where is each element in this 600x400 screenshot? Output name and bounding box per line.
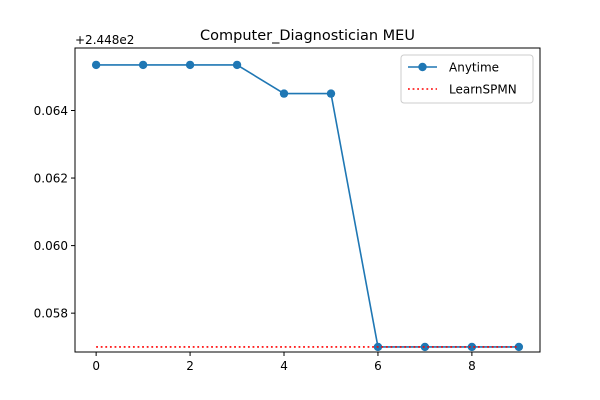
x-tick-label: 4: [280, 359, 288, 373]
data-point-anytime: [279, 89, 289, 98]
legend-label-anytime: Anytime: [449, 61, 499, 75]
x-tick-label: 2: [186, 359, 194, 373]
x-tick-label: 0: [92, 359, 100, 373]
legend-marker-anytime: [418, 62, 427, 72]
data-point-anytime: [185, 60, 195, 70]
data-point-anytime: [138, 60, 148, 70]
data-point-anytime: [514, 342, 524, 352]
y-tick-label: 0.058: [34, 307, 68, 321]
data-point-anytime: [91, 60, 101, 70]
y-tick-label: 0.060: [34, 239, 68, 253]
y-offset-label: +2.448e2: [75, 33, 134, 47]
x-tick-label: 8: [468, 359, 476, 373]
plot-area: 0 2 4 6 8 0.058 0.060 0.062 0.064: [34, 47, 541, 373]
data-point-anytime: [467, 342, 477, 352]
data-point-anytime: [232, 60, 242, 70]
x-tick-label: 6: [374, 359, 382, 373]
y-tick-label: 0.062: [34, 172, 68, 186]
chart-title: Computer_Diagnostician MEU: [200, 28, 415, 44]
series-line-anytime: [96, 64, 519, 348]
legend: Anytime LearnSPMN: [400, 54, 534, 104]
data-point-anytime: [326, 89, 336, 98]
y-tick-label: 0.064: [34, 104, 68, 118]
data-point-anytime: [420, 342, 430, 352]
legend-label-learnspmn: LearnSPMN: [449, 83, 517, 97]
plot-frame: [74, 47, 541, 353]
